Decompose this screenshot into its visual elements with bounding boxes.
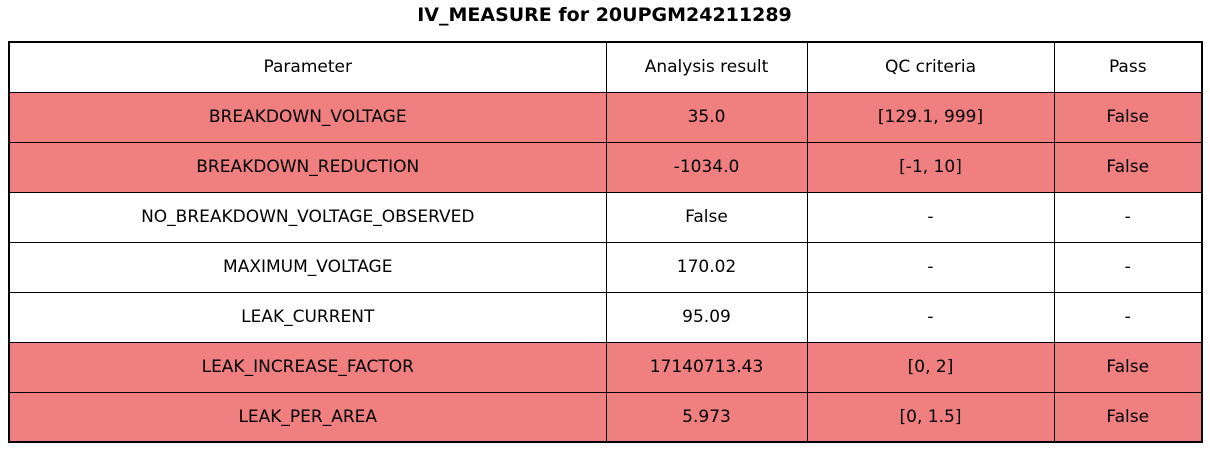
cell-parameter: BREAKDOWN_VOLTAGE <box>8 91 607 143</box>
table-body: BREAKDOWN_VOLTAGE 35.0 [129.1, 999] Fals… <box>8 91 1203 443</box>
cell-analysis-result: 5.973 <box>605 391 808 443</box>
cell-analysis-result: 17140713.43 <box>605 341 808 393</box>
column-header-analysis-result: Analysis result <box>605 41 808 93</box>
cell-qc-criteria: [0, 1.5] <box>806 391 1055 443</box>
table-row: BREAKDOWN_REDUCTION -1034.0 [-1, 10] Fal… <box>8 141 1203 193</box>
cell-parameter: BREAKDOWN_REDUCTION <box>8 141 607 193</box>
cell-qc-criteria: [0, 2] <box>806 341 1055 393</box>
cell-parameter: NO_BREAKDOWN_VOLTAGE_OBSERVED <box>8 191 607 243</box>
cell-analysis-result: 95.09 <box>605 291 808 343</box>
header-row: Parameter Analysis result QC criteria Pa… <box>8 41 1203 93</box>
cell-pass: False <box>1053 341 1203 393</box>
table-row: LEAK_CURRENT 95.09 - - <box>8 291 1203 343</box>
cell-parameter: LEAK_CURRENT <box>8 291 607 343</box>
cell-qc-criteria: [129.1, 999] <box>806 91 1055 143</box>
column-header-qc-criteria: QC criteria <box>806 41 1055 93</box>
cell-pass: - <box>1053 241 1203 293</box>
cell-pass: - <box>1053 291 1203 343</box>
cell-qc-criteria: - <box>806 241 1055 293</box>
cell-parameter: LEAK_PER_AREA <box>8 391 607 443</box>
table-row: LEAK_INCREASE_FACTOR 17140713.43 [0, 2] … <box>8 341 1203 393</box>
cell-pass: False <box>1053 391 1203 443</box>
cell-qc-criteria: [-1, 10] <box>806 141 1055 193</box>
column-header-pass: Pass <box>1053 41 1203 93</box>
table-row: BREAKDOWN_VOLTAGE 35.0 [129.1, 999] Fals… <box>8 91 1203 143</box>
results-table: Parameter Analysis result QC criteria Pa… <box>8 41 1203 443</box>
column-header-parameter: Parameter <box>8 41 607 93</box>
cell-pass: False <box>1053 91 1203 143</box>
table-row: MAXIMUM_VOLTAGE 170.02 - - <box>8 241 1203 293</box>
cell-analysis-result: -1034.0 <box>605 141 808 193</box>
cell-pass: - <box>1053 191 1203 243</box>
cell-parameter: MAXIMUM_VOLTAGE <box>8 241 607 293</box>
cell-qc-criteria: - <box>806 191 1055 243</box>
table-row: NO_BREAKDOWN_VOLTAGE_OBSERVED False - - <box>8 191 1203 243</box>
cell-parameter: LEAK_INCREASE_FACTOR <box>8 341 607 393</box>
cell-analysis-result: 35.0 <box>605 91 808 143</box>
cell-qc-criteria: - <box>806 291 1055 343</box>
page-title: IV_MEASURE for 20UPGM24211289 <box>417 4 792 26</box>
cell-analysis-result: False <box>605 191 808 243</box>
table-header: Parameter Analysis result QC criteria Pa… <box>8 41 1203 93</box>
cell-analysis-result: 170.02 <box>605 241 808 293</box>
table-row: LEAK_PER_AREA 5.973 [0, 1.5] False <box>8 391 1203 443</box>
cell-pass: False <box>1053 141 1203 193</box>
